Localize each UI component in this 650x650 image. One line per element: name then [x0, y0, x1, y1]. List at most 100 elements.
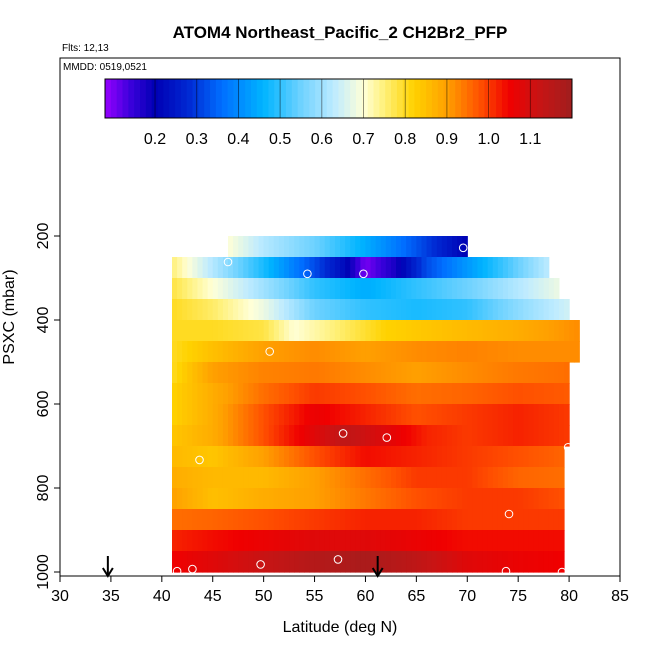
heat-cell — [502, 488, 509, 510]
heat-cell — [390, 320, 397, 342]
sample-point — [172, 566, 182, 576]
heat-cell — [365, 467, 372, 489]
heat-cell — [462, 299, 468, 321]
heat-cell — [396, 404, 402, 426]
colorbar-cell — [466, 79, 474, 118]
heat-cell — [238, 236, 244, 258]
colorbar-cell — [519, 79, 526, 118]
heat-cell — [390, 383, 397, 405]
heat-cell — [558, 446, 565, 468]
heat-cell — [411, 257, 417, 279]
heat-cell — [228, 278, 234, 300]
x-tick-label: 50 — [255, 588, 273, 605]
heat-cell — [406, 509, 412, 531]
heat-cell — [416, 299, 423, 321]
heat-cell — [401, 551, 407, 573]
colorbar-cell — [303, 79, 310, 118]
heat-cell — [192, 320, 199, 342]
colorbar-cell — [344, 79, 351, 118]
heat-cell — [502, 257, 509, 279]
heat-cell — [222, 446, 229, 468]
heat-cell — [299, 467, 305, 489]
heat-cell — [436, 404, 443, 426]
heat-cell — [513, 278, 519, 300]
heat-cell — [543, 425, 550, 447]
heat-cell — [375, 467, 382, 489]
heat-cell — [360, 257, 367, 279]
heat-cell — [273, 404, 280, 426]
heat-cell — [533, 320, 540, 342]
colorbar-cell — [490, 79, 497, 118]
heat-cell — [299, 362, 305, 384]
heat-cell — [401, 362, 407, 384]
heat-cell — [172, 530, 178, 552]
heat-cell — [324, 446, 331, 468]
heat-cell — [268, 362, 275, 384]
heat-cell — [202, 530, 209, 552]
heat-cell — [324, 236, 331, 258]
heat-cell — [355, 509, 361, 531]
heat-cell — [340, 383, 346, 405]
heat-cell — [538, 383, 545, 405]
heat-cell — [482, 530, 489, 552]
heat-cell — [406, 467, 412, 489]
sample-point — [256, 560, 265, 569]
colorbar-cell — [461, 79, 468, 118]
heat-cell — [324, 404, 331, 426]
heat-cell — [543, 341, 550, 363]
heat-cell — [212, 467, 219, 489]
heat-cell — [268, 551, 275, 573]
heat-cell — [248, 467, 255, 489]
colorbar-cell — [566, 79, 573, 118]
heat-cell — [253, 467, 260, 489]
heat-cell — [385, 341, 392, 363]
heat-cell — [345, 467, 351, 489]
heat-cell — [416, 257, 423, 279]
heat-cell — [457, 509, 463, 531]
heat-cell — [390, 404, 397, 426]
heat-cell — [314, 509, 321, 531]
heat-cell — [523, 530, 529, 552]
colorbar-cell — [437, 79, 445, 118]
heat-cell — [441, 446, 448, 468]
heat-cell — [538, 425, 545, 447]
heat-cell — [492, 320, 499, 342]
heat-cell — [289, 257, 295, 279]
heat-cell — [340, 425, 346, 447]
sample-point — [338, 429, 348, 438]
heat-cell — [268, 278, 275, 300]
heat-cell — [370, 299, 377, 321]
colorbar-cell — [280, 79, 287, 118]
heat-cell — [355, 404, 361, 426]
heat-cell — [284, 446, 290, 468]
heat-cell — [263, 320, 270, 342]
heat-cell — [212, 404, 219, 426]
heat-cell — [375, 383, 382, 405]
heat-cell — [502, 425, 509, 447]
heat-cell — [523, 488, 529, 510]
heat-cell — [457, 383, 463, 405]
heat-cell — [380, 278, 387, 300]
heat-cell — [177, 299, 183, 321]
heat-cell — [345, 383, 351, 405]
heat-cell — [518, 320, 524, 342]
heat-cell — [508, 299, 514, 321]
heat-cell — [523, 278, 529, 300]
heat-cell — [457, 320, 463, 342]
heat-cell — [278, 383, 285, 405]
heat-cell — [197, 404, 204, 426]
heat-cell — [462, 362, 468, 384]
heat-cell — [228, 320, 234, 342]
heat-cell — [446, 299, 453, 321]
heat-cell — [462, 446, 468, 468]
heat-cell — [355, 446, 361, 468]
heat-cell — [370, 467, 377, 489]
heat-cell — [452, 236, 458, 258]
heat-cell — [212, 257, 219, 279]
y-tick-label: 600 — [35, 391, 52, 418]
heat-cell — [309, 488, 316, 510]
heat-cell — [390, 257, 397, 279]
heat-cell — [533, 530, 540, 552]
heat-cell — [329, 446, 336, 468]
heat-cell — [416, 404, 423, 426]
